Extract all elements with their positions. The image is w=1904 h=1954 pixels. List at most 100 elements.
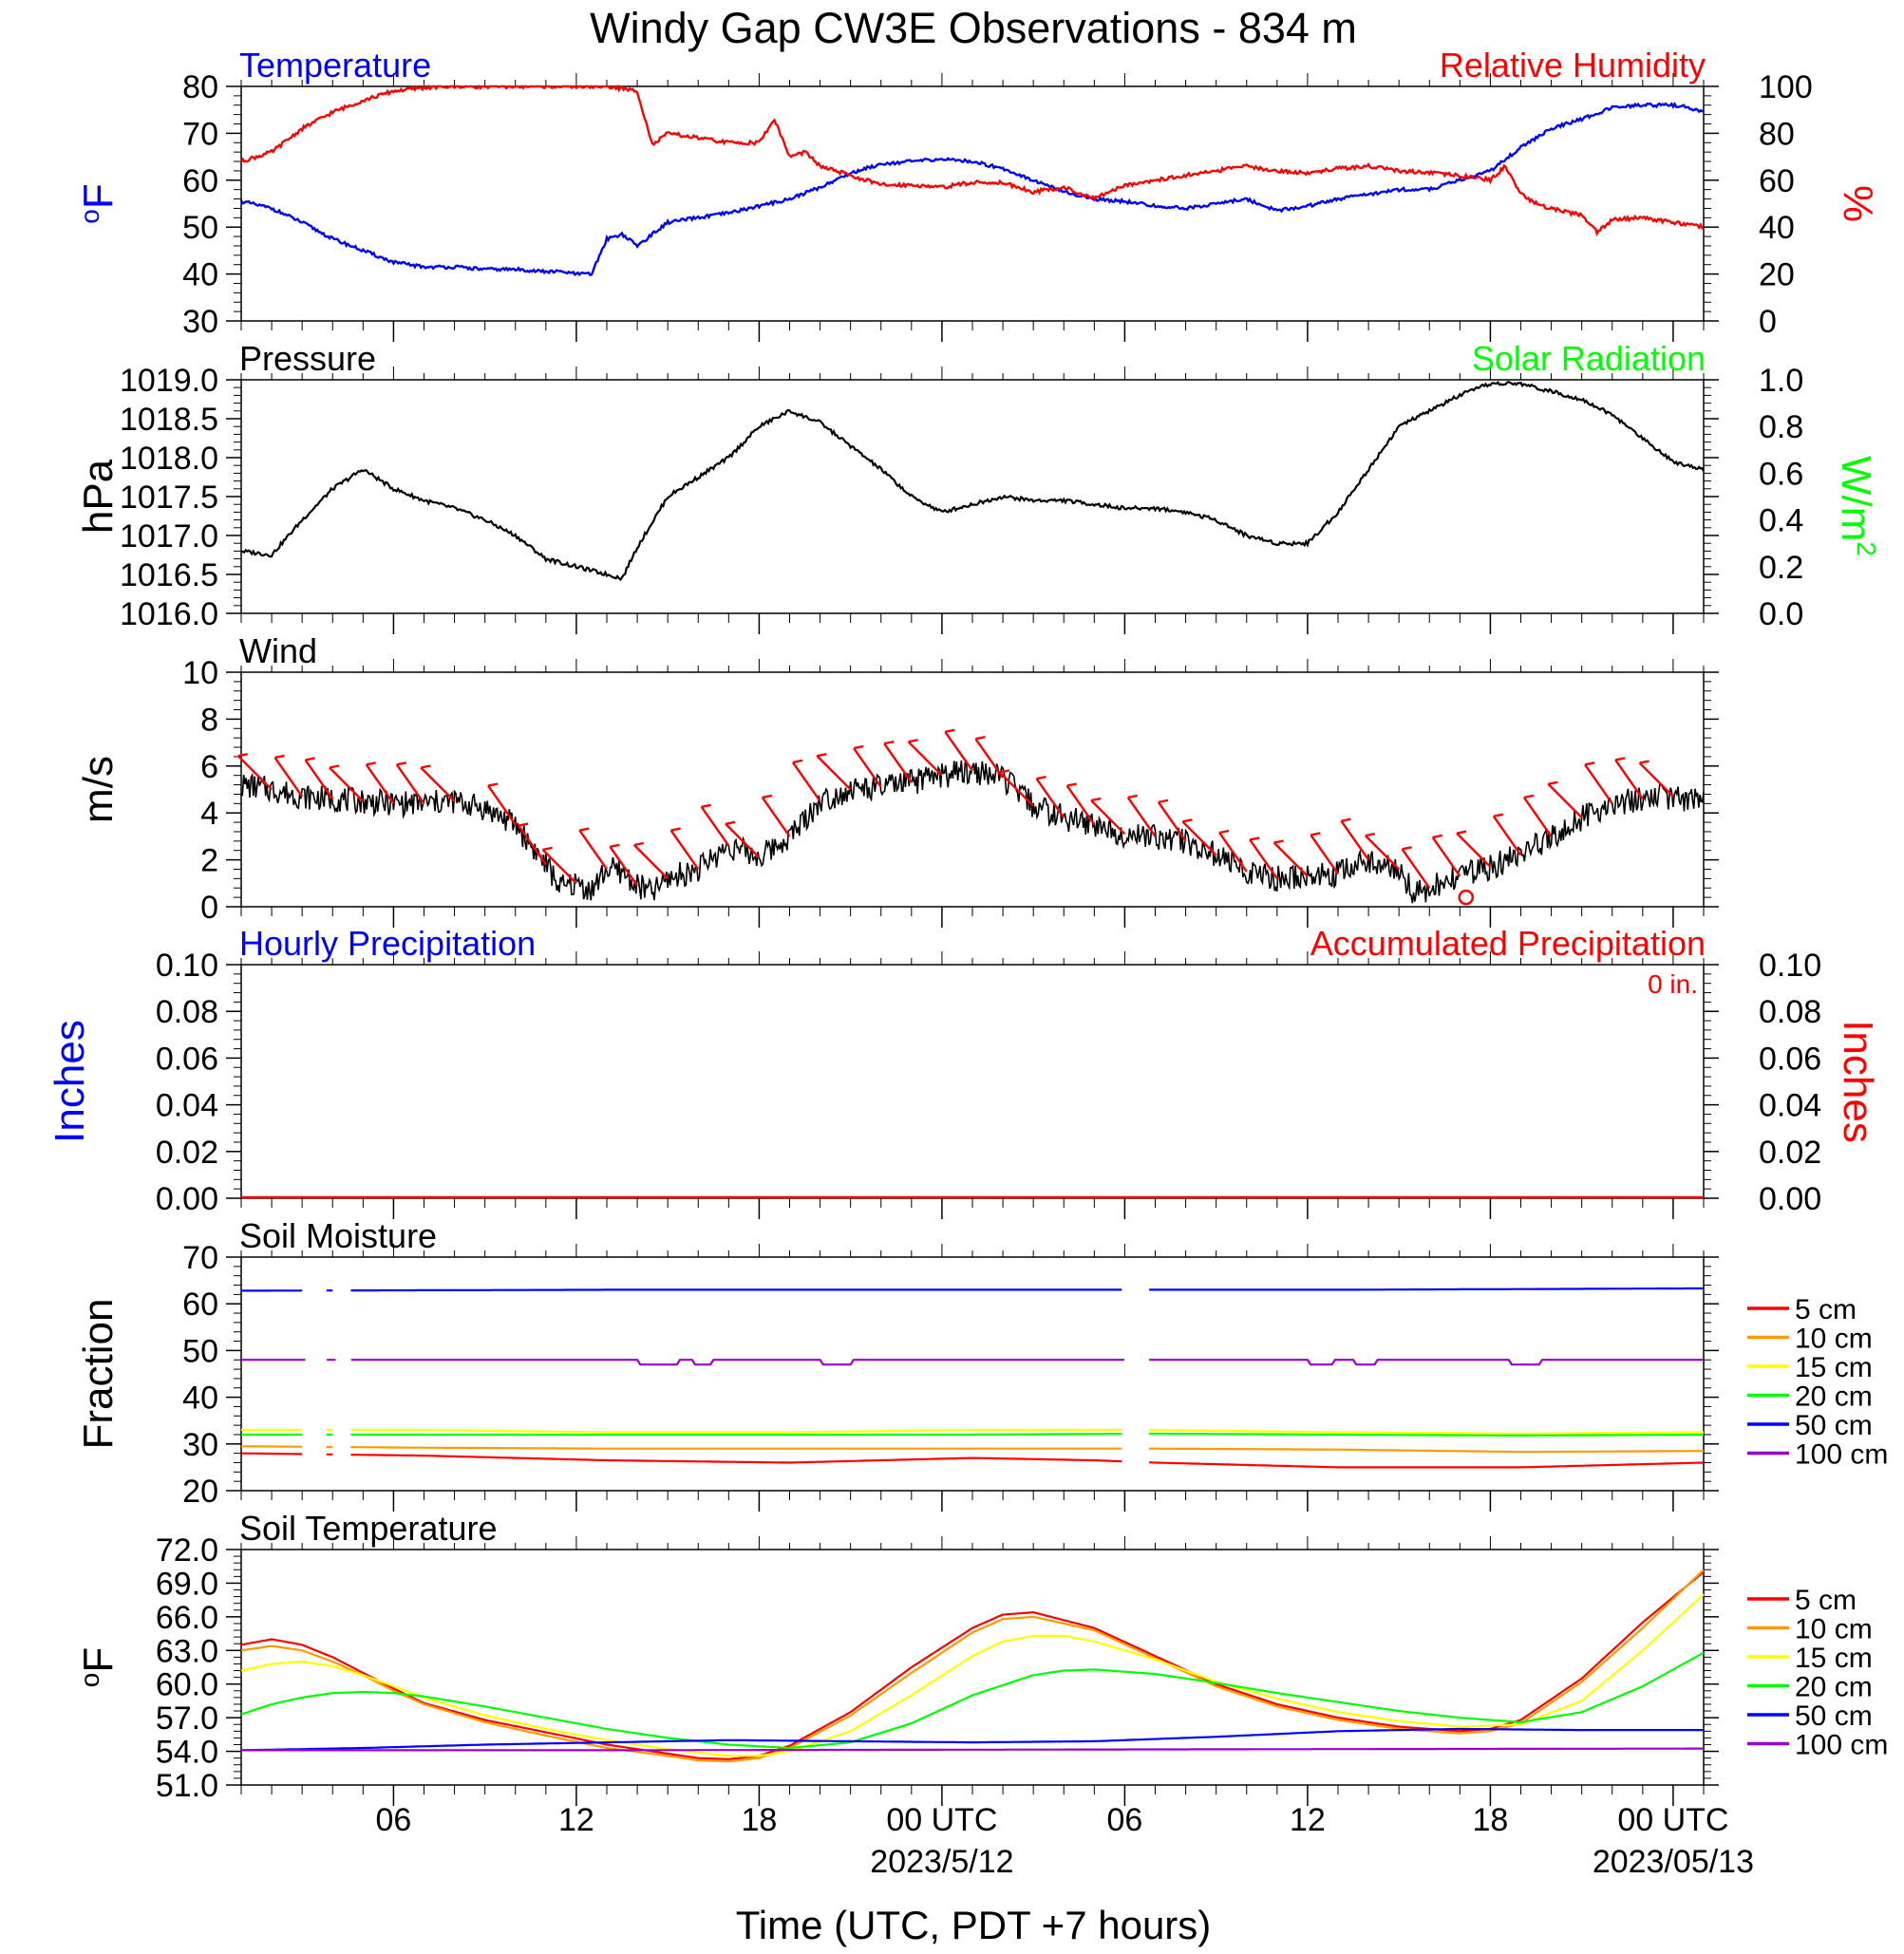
y-tick-label-left: 51.0	[156, 1768, 218, 1804]
wind-barb-flag	[1066, 782, 1077, 787]
plot-frame	[240, 379, 1705, 614]
wind-barb	[578, 829, 608, 871]
wind-barb-flag	[1493, 813, 1504, 817]
y-tick-label-right: 1.0	[1759, 363, 1803, 399]
x-tick-label: 18	[1473, 1802, 1509, 1838]
wind-barb	[1364, 835, 1401, 871]
wind-barb	[1340, 819, 1370, 861]
y-axis-label-left: oF	[75, 1647, 122, 1687]
wind-barb-flag	[1273, 839, 1284, 844]
panel-wind: 0 2 4 6 8 10 Wind m/s	[75, 631, 1719, 928]
y-tick-label-right: 0.04	[1759, 1088, 1821, 1124]
x-tick-date-label: 2023/05/13	[1593, 1844, 1754, 1880]
wind-barb	[1584, 763, 1613, 805]
wind-barb-flag	[725, 820, 736, 825]
x-tick-date-label: 2023/5/12	[870, 1844, 1013, 1880]
wind-barb-flag	[329, 764, 340, 769]
y-tick-label-left: 72.0	[156, 1532, 218, 1569]
wind-barb-flag	[1365, 832, 1376, 837]
wind-barb	[304, 759, 334, 800]
plot-frame	[240, 671, 1705, 908]
wind-barb-flag	[633, 841, 645, 847]
legend-label-s15: 15 cm	[1795, 1352, 1873, 1383]
wind-barb-flag	[1182, 818, 1193, 823]
wind-barb-flag	[1639, 760, 1650, 764]
panel-title-left: Pressure	[239, 339, 376, 378]
legend-label-s20: 20 cm	[1795, 1381, 1873, 1413]
y-tick-label-right: 0.08	[1759, 994, 1821, 1030]
wind-barb-flag	[975, 736, 986, 741]
wind-barb-flag	[883, 740, 895, 745]
wind-barb	[1614, 759, 1644, 800]
panel-soil-moisture: 20 30 40 50 60 70 Soil Moisture Fraction 5 cm10 …	[75, 1216, 1888, 1512]
y-tick-label-right: 100	[1759, 69, 1813, 105]
wind-barb	[609, 846, 639, 887]
wind-barb	[1035, 778, 1065, 818]
calm-wind-marker	[1458, 889, 1474, 906]
wind-barb-flag	[1036, 776, 1046, 780]
wind-barb	[1401, 848, 1431, 889]
y-tick-label-left: 50	[182, 1333, 218, 1369]
legend-label-s50: 50 cm	[1795, 1410, 1873, 1441]
y-tick-label-left: 0.00	[156, 1181, 218, 1217]
y-tick-label-right: 0.2	[1759, 550, 1803, 586]
x-axis-label: Time (UTC, PDT +7 hours)	[736, 1903, 1212, 1947]
wind-barb-flag	[817, 752, 827, 758]
wind-barb-flag	[305, 757, 315, 761]
wind-barb-flag	[1402, 846, 1412, 851]
panel-title-right: Solar Radiation	[1472, 339, 1706, 378]
y-tick-label-left: 54.0	[156, 1735, 218, 1771]
series-s20	[241, 1432, 1704, 1437]
wind-barb	[1126, 797, 1157, 837]
y-tick-label-left: 1016.5	[120, 557, 218, 593]
y-tick-label-left: 1018.5	[120, 402, 218, 438]
wind-barb-flag	[366, 761, 376, 766]
y-tick-label-left: 1017.5	[120, 479, 218, 516]
wind-barb	[1638, 761, 1674, 798]
wind-barb	[395, 763, 425, 805]
series-s10	[240, 1569, 1705, 1763]
y-tick-label-left: 80	[182, 69, 218, 105]
plot-frame	[240, 85, 1705, 322]
series-s50	[240, 1727, 1704, 1752]
legend-label-s10: 10 cm	[1795, 1324, 1873, 1355]
series-s100	[241, 1359, 1704, 1366]
y-tick-label-left: 0	[200, 890, 218, 926]
legend-label-s5: 5 cm	[1795, 1294, 1857, 1325]
y-tick-label-right: 0	[1759, 304, 1777, 340]
x-tick-label: 06	[376, 1802, 412, 1838]
y-tick-label-left: 1017.0	[120, 518, 218, 554]
wind-barb-flag	[518, 822, 529, 827]
wind-barb-flag	[396, 761, 407, 766]
series-s5	[240, 1570, 1705, 1760]
x-tick-label: 00 UTC	[886, 1802, 997, 1838]
legend-label-s100: 100 cm	[1795, 1439, 1888, 1471]
y-tick-label-left: 8	[200, 702, 218, 738]
series-s5	[240, 1452, 1705, 1469]
wind-barb	[853, 747, 882, 788]
wind-barb	[725, 822, 761, 858]
wind-barb	[883, 742, 913, 783]
wind-barb	[1218, 832, 1248, 873]
x-tick-label: 12	[558, 1802, 594, 1838]
y-tick-label-right: 20	[1759, 257, 1795, 293]
panel-title-right: Accumulated Precipitation	[1310, 924, 1706, 963]
y-axis-label-right: W/m2	[1833, 456, 1881, 556]
wind-barb-flag	[1218, 829, 1230, 835]
y-tick-label-left: 60	[182, 163, 218, 199]
wind-barb-flag	[1249, 836, 1260, 841]
y-axis-label-right: Inches	[1835, 1020, 1881, 1143]
series-s15	[241, 1428, 1704, 1436]
x-tick-label: 06	[1107, 1802, 1143, 1838]
series-s20	[240, 1651, 1705, 1750]
wind-barb-flag	[999, 769, 1010, 774]
series-s15	[240, 1593, 1705, 1757]
wind-barb	[329, 766, 365, 802]
panel-title-left: Hourly Precipitation	[239, 924, 536, 963]
wind-barb	[1547, 782, 1583, 818]
y-axis-label-left: oF	[75, 183, 122, 223]
y-axis-label-left: m/s	[75, 756, 122, 823]
y-tick-label-left: 30	[182, 1427, 218, 1463]
wind-barb	[1272, 841, 1309, 877]
y-tick-label-left: 0.04	[156, 1088, 218, 1124]
